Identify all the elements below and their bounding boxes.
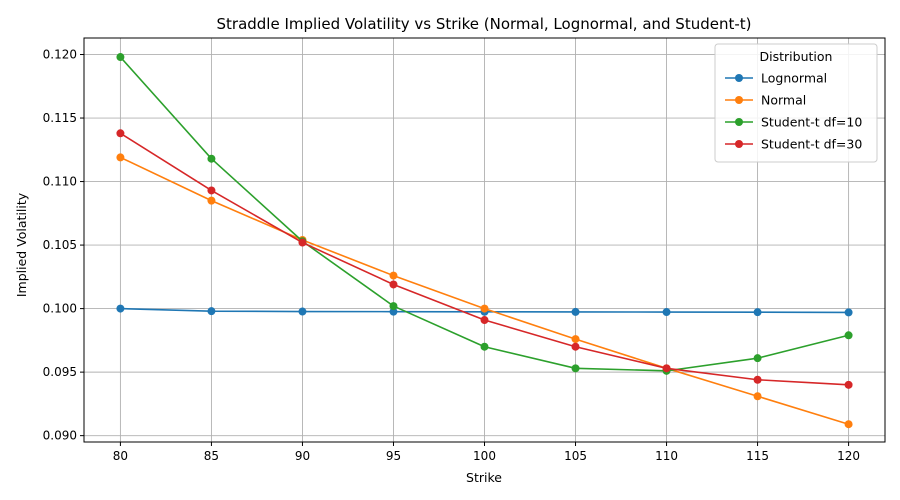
x-tick-label: 105 [564, 449, 587, 463]
data-point [207, 154, 216, 163]
legend-label: Lognormal [761, 71, 827, 86]
x-axis-label: Strike [466, 470, 502, 485]
data-point [571, 307, 580, 316]
data-point [571, 335, 580, 344]
legend-label: Student-t df=30 [761, 137, 862, 152]
data-point [389, 280, 398, 289]
legend-swatch-marker [735, 74, 743, 82]
data-point [116, 304, 125, 313]
y-tick-label: 0.100 [43, 302, 77, 316]
x-tick-label: 85 [204, 449, 219, 463]
x-tick-label: 115 [746, 449, 769, 463]
data-point [480, 342, 489, 351]
legend-entry: Normal [725, 93, 806, 108]
chart-title: Straddle Implied Volatility vs Strike (N… [217, 15, 752, 33]
data-series [116, 53, 853, 429]
y-tick-label: 0.090 [43, 429, 77, 443]
y-tick-label: 0.115 [43, 111, 77, 125]
data-point [389, 307, 398, 316]
data-point [662, 364, 671, 373]
data-point [480, 316, 489, 325]
x-tick-label: 120 [837, 449, 860, 463]
legend: Distribution Lognormal Normal Student-t df=… [714, 43, 878, 163]
data-point [571, 342, 580, 351]
series-2 [116, 53, 853, 375]
y-tick-label: 0.120 [43, 48, 77, 62]
legend-label: Normal [761, 93, 806, 108]
y-tick-label: 0.110 [43, 175, 77, 189]
data-point [116, 129, 125, 138]
data-point [844, 420, 853, 429]
grid-lines [84, 38, 885, 442]
legend-entry: Student-t df=10 [725, 115, 862, 130]
data-point [298, 238, 307, 247]
series-3 [116, 129, 853, 389]
axis-ticks: 80 85 90 95 100 105 110 115 120 0.090 0.095 0.100 0.… [43, 48, 860, 463]
data-point [844, 331, 853, 340]
data-point [207, 307, 216, 316]
data-point [753, 392, 762, 401]
data-point [389, 302, 398, 311]
data-point [753, 354, 762, 363]
x-tick-label: 95 [386, 449, 401, 463]
legend-label: Student-t df=10 [761, 115, 862, 130]
legend-entry: Lognormal [725, 71, 827, 86]
x-tick-label: 80 [113, 449, 128, 463]
x-tick-label: 110 [655, 449, 678, 463]
y-axis-label: Implied Volatility [14, 192, 29, 297]
data-point [389, 271, 398, 280]
legend-swatch-marker [735, 96, 743, 104]
legend-entry: Student-t df=30 [725, 137, 862, 152]
x-tick-label: 100 [473, 449, 496, 463]
data-point [571, 364, 580, 373]
data-point [844, 308, 853, 317]
legend-box [714, 43, 878, 163]
y-tick-label: 0.095 [43, 365, 77, 379]
data-point [116, 153, 125, 162]
legend-title: Distribution [760, 49, 833, 64]
legend-swatch-marker [735, 140, 743, 148]
data-point [480, 304, 489, 313]
data-point [753, 375, 762, 384]
legend-swatch-marker [735, 118, 743, 126]
data-point [116, 53, 125, 62]
data-point [844, 380, 853, 389]
data-point [753, 308, 762, 317]
data-point [207, 196, 216, 205]
data-point [662, 308, 671, 317]
data-point [207, 186, 216, 195]
x-tick-label: 90 [295, 449, 310, 463]
data-point [298, 307, 307, 316]
y-tick-label: 0.105 [43, 238, 77, 252]
